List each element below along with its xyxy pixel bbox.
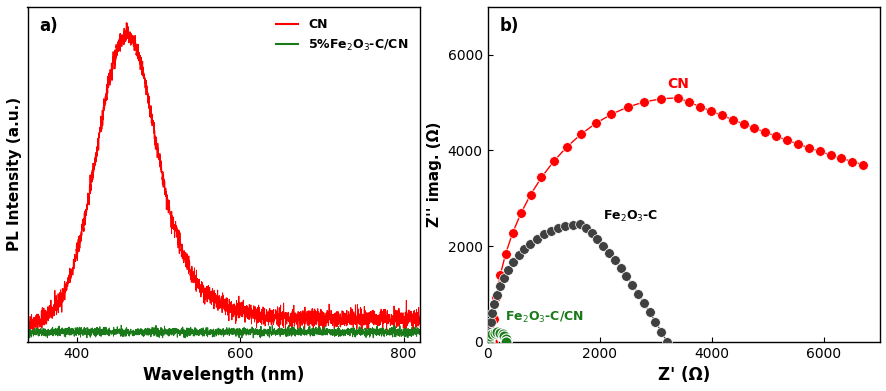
Text: a): a)	[39, 17, 58, 35]
Y-axis label: PL Intensity (a.u.): PL Intensity (a.u.)	[7, 97, 22, 251]
X-axis label: Z' (Ω): Z' (Ω)	[657, 366, 709, 384]
Text: Fe$_2$O$_3$-C/CN: Fe$_2$O$_3$-C/CN	[504, 310, 583, 325]
X-axis label: Wavelength (nm): Wavelength (nm)	[143, 366, 304, 384]
Text: b): b)	[499, 17, 518, 35]
Legend: CN, 5%Fe$_2$O$_3$-C/CN: CN, 5%Fe$_2$O$_3$-C/CN	[270, 13, 413, 57]
Text: CN: CN	[666, 77, 688, 91]
Text: Fe$_2$O$_3$-C: Fe$_2$O$_3$-C	[602, 209, 657, 224]
Y-axis label: Z'' imag. (Ω): Z'' imag. (Ω)	[426, 122, 441, 227]
